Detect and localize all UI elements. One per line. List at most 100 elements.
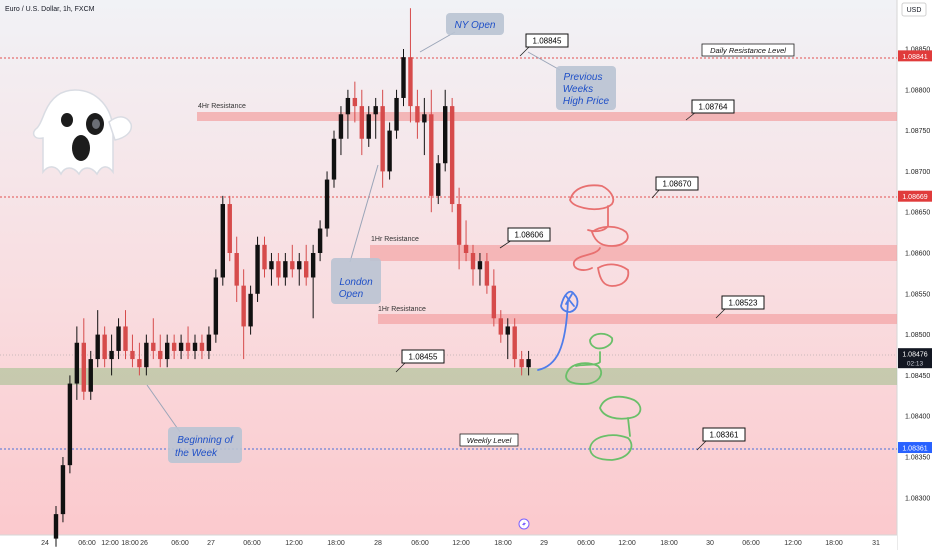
candle: [234, 236, 239, 302]
lightning-icon[interactable]: [518, 518, 530, 530]
candle-body: [88, 359, 93, 392]
label-1hr-resistance-lower: 1Hr Resistance: [378, 306, 426, 313]
candle-body: [373, 106, 378, 115]
candle-body: [456, 204, 462, 245]
candle: [220, 195, 225, 286]
time-tick-label: 18:00: [660, 540, 678, 547]
previous-week-high-line2: Weeks: [563, 84, 593, 95]
candle-body: [352, 97, 358, 107]
candle: [60, 457, 66, 523]
support-zone-weekly-open: [0, 368, 897, 385]
candle: [144, 334, 149, 376]
price-callout-text: 1.08455: [409, 353, 438, 362]
green-bearish-scenario: [589, 395, 642, 461]
price-callout-text: 1.08606: [515, 231, 544, 240]
price-callout: 1.08845: [519, 33, 569, 57]
price-tick-label: 1.08750: [905, 128, 930, 135]
label-1hr-resistance-upper: 1Hr Resistance: [371, 236, 419, 243]
time-tick-label: 12:00: [101, 540, 119, 547]
candle-body: [165, 342, 170, 360]
price-callout: 1.08361: [696, 427, 746, 451]
candle-body: [408, 57, 413, 107]
time-tick-label: 06:00: [742, 540, 760, 547]
candle: [394, 89, 399, 139]
price-axis-badges: 1.08841 1.08669 1.08361 1.08476 02:13: [898, 50, 932, 454]
candle-body: [380, 106, 385, 172]
candle-body: [387, 130, 392, 172]
candle: [227, 195, 232, 262]
time-tick-label: 18:00: [327, 540, 345, 547]
candle-body: [331, 138, 337, 180]
london-open-line2: Open: [339, 289, 364, 300]
previous-week-high-line1: Previous: [564, 72, 603, 83]
candle: [456, 187, 462, 270]
candle: [366, 106, 371, 147]
time-tick-label: 06:00: [243, 540, 261, 547]
candle: [359, 89, 364, 156]
candle-body: [512, 326, 517, 360]
candle-body: [241, 285, 246, 327]
candle: [262, 236, 267, 278]
candle: [512, 318, 517, 368]
beginning-of-week-line2: the Week: [175, 448, 218, 459]
candle-body: [206, 334, 212, 351]
ny-open-bubble: NY Open: [419, 13, 504, 53]
price-tick-label: 1.08700: [905, 169, 930, 176]
candle-body: [81, 342, 86, 392]
candle-body: [526, 359, 531, 368]
currency-label-frame[interactable]: [901, 2, 927, 17]
ghost-icon: [32, 89, 133, 176]
axis-ticks: 1.08850 1.08800 1.08750 1.08700 1.08650 1.086…: [41, 47, 930, 548]
candle-body: [276, 261, 281, 278]
price-callout-box: [401, 349, 445, 364]
candle: [123, 310, 128, 360]
candle-body: [491, 285, 497, 319]
candle: [324, 171, 330, 237]
price-tick-label: 1.08550: [905, 291, 930, 298]
candle: [338, 106, 344, 156]
candle-body: [95, 334, 100, 360]
london-open-bubble: London Open: [331, 164, 381, 304]
resistance-zone-1hr-lower: [378, 314, 897, 324]
candle-body: [477, 261, 483, 270]
current-price-badge: 1.08476 02:13: [898, 348, 932, 369]
candle-body: [401, 57, 406, 98]
time-tick-label: 18:00: [494, 540, 512, 547]
candle-body: [158, 350, 163, 360]
candle-body: [297, 261, 302, 270]
svg-text:02:13: 02:13: [907, 361, 924, 368]
time-axis-background: [0, 535, 897, 550]
price-callout-box: [691, 99, 735, 114]
price-tick-label: 1.08650: [905, 210, 930, 217]
candle: [171, 334, 177, 360]
candle-body: [171, 342, 177, 351]
candle-body: [484, 261, 490, 286]
candle: [345, 89, 351, 139]
candle: [67, 375, 73, 474]
price-tick-label: 1.08300: [905, 495, 930, 502]
price-callout-box: [702, 427, 746, 442]
candle: [505, 318, 510, 360]
beginning-of-week-line1: Beginning of: [177, 435, 234, 446]
candle-body: [199, 342, 205, 351]
candle: [401, 49, 406, 107]
candle: [81, 318, 86, 400]
candle-body: [269, 261, 274, 270]
candle-body: [345, 97, 351, 115]
candle-body: [470, 253, 476, 270]
candle: [102, 326, 107, 368]
candle-body: [53, 514, 59, 539]
previous-week-high-line3: High Price: [563, 96, 610, 107]
candle: [290, 244, 295, 278]
candle: [192, 334, 198, 360]
candle: [519, 350, 524, 376]
time-tick-label: 12:00: [618, 540, 636, 547]
ny-open-text: NY Open: [455, 20, 496, 31]
time-tick-label: 30: [706, 540, 714, 547]
candle-body: [366, 114, 371, 139]
candle: [151, 318, 156, 360]
candle-body: [248, 293, 253, 327]
candle-body: [436, 163, 441, 196]
